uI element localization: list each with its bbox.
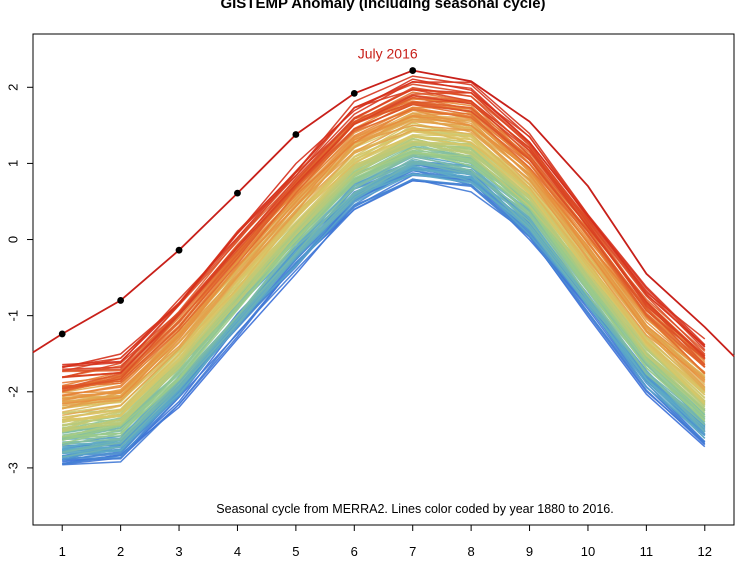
july-2016-annotation: July 2016 — [358, 46, 418, 62]
x-tick-label: 2 — [117, 544, 124, 559]
x-tick-label: 1 — [59, 544, 66, 559]
x-tick-label: 7 — [409, 544, 416, 559]
x-tick-label: 10 — [581, 544, 595, 559]
highlight-line — [32, 69, 735, 358]
chart-title: GISTEMP Anomaly (including seasonal cycl… — [220, 0, 545, 12]
year-line — [62, 164, 706, 455]
y-tick-label: -2 — [6, 386, 21, 398]
x-tick-label: 12 — [698, 544, 712, 559]
x-tick-label: 4 — [234, 544, 241, 559]
highlight-point — [350, 89, 358, 97]
year-line — [62, 162, 706, 453]
x-axis: 1 2 3 4 5 6 7 8 9 10 11 12 — [59, 525, 712, 559]
year-line — [62, 173, 706, 458]
plot-frame — [32, 33, 735, 526]
y-tick-label: -3 — [6, 462, 21, 474]
y-tick-label: 1 — [6, 160, 21, 167]
year-line — [62, 120, 706, 407]
year-line — [62, 94, 706, 378]
year-line — [62, 78, 706, 366]
y-axis: -3 -2 -1 0 1 2 — [6, 84, 33, 474]
y-tick-label: -1 — [6, 310, 21, 322]
year-lines — [61, 75, 706, 466]
y-tick-label: 2 — [6, 84, 21, 91]
year-line — [62, 127, 706, 413]
x-tick-label: 5 — [292, 544, 299, 559]
highlight-series — [32, 67, 735, 358]
year-line — [62, 88, 706, 378]
highlight-point — [175, 246, 183, 254]
year-line — [62, 129, 706, 416]
highlight-point — [58, 330, 66, 338]
year-line — [62, 122, 706, 409]
year-line — [62, 115, 706, 405]
year-line — [62, 130, 706, 421]
year-line — [62, 161, 706, 458]
year-line — [62, 160, 706, 454]
highlight-point — [409, 67, 417, 74]
highlight-point — [117, 297, 125, 304]
highlight-point — [234, 189, 241, 197]
year-line — [62, 124, 706, 404]
x-tick-label: 9 — [526, 544, 533, 559]
chart-note: Seasonal cycle from MERRA2. Lines color … — [216, 502, 613, 516]
x-tick-label: 3 — [175, 544, 182, 559]
x-tick-label: 11 — [640, 544, 654, 559]
highlight-point — [292, 131, 300, 138]
year-line — [62, 136, 706, 423]
x-tick-label: 8 — [468, 544, 475, 559]
y-tick-label: 0 — [6, 236, 21, 243]
year-line — [62, 89, 706, 371]
year-line — [62, 151, 706, 445]
year-line — [62, 154, 706, 445]
x-tick-label: 6 — [351, 544, 358, 559]
